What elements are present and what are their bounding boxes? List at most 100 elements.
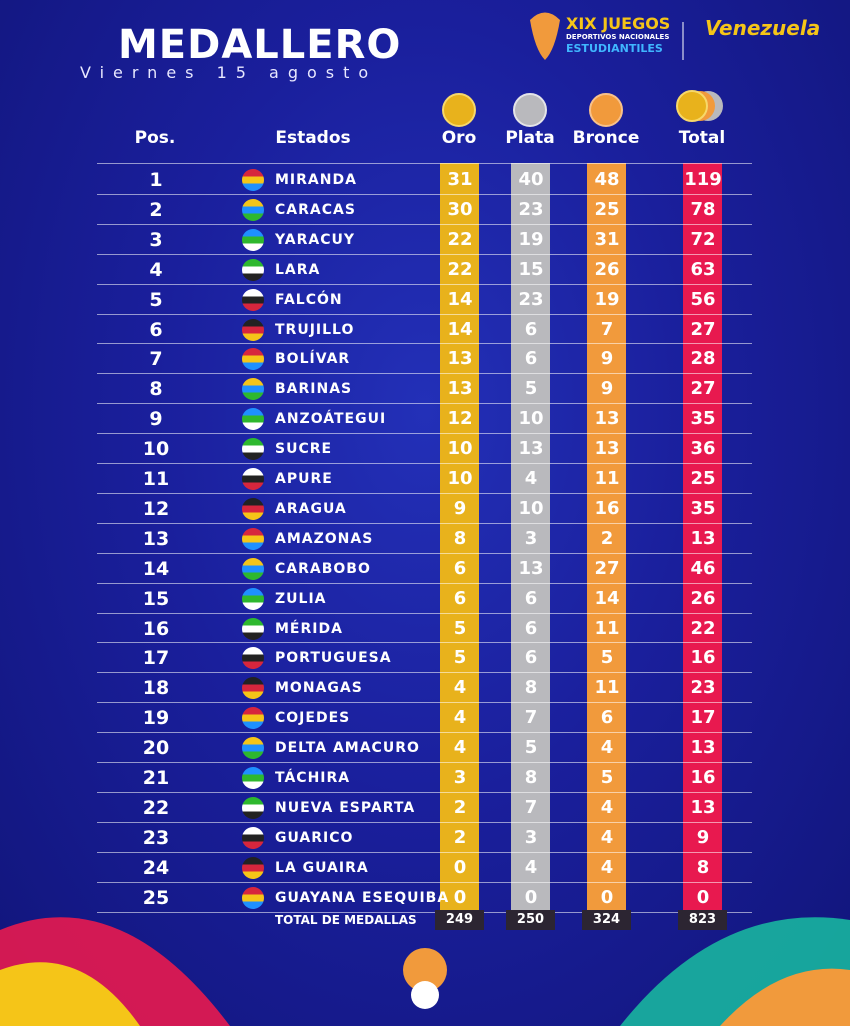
position: 5 xyxy=(149,288,163,311)
state-name: APURE xyxy=(275,471,333,487)
state-name: BOLÍVAR xyxy=(275,351,351,368)
flag xyxy=(242,438,264,461)
column-stripe xyxy=(511,163,550,911)
flag xyxy=(242,497,264,520)
medal-count: 27 xyxy=(690,378,716,400)
medal-count: 28 xyxy=(690,348,716,370)
medal-count: 4 xyxy=(600,796,614,818)
medal-count: 4 xyxy=(524,856,538,878)
row-separator xyxy=(97,911,752,913)
medal-count: 6 xyxy=(524,647,538,669)
state-name: ARAGUA xyxy=(275,500,347,517)
row-separator xyxy=(97,791,752,793)
flag xyxy=(242,647,264,670)
medal-count: 9 xyxy=(696,826,710,848)
flag xyxy=(242,587,264,610)
total-label: TOTAL DE MEDALLAS xyxy=(275,913,417,927)
flag xyxy=(242,288,264,311)
medal-count: 11 xyxy=(594,677,620,699)
state-name: GUARICO xyxy=(275,829,354,846)
medal-count: 4 xyxy=(600,856,614,878)
medal-count: 40 xyxy=(518,169,544,190)
row-separator xyxy=(97,702,752,704)
row-separator xyxy=(97,552,752,554)
position: 21 xyxy=(142,767,170,789)
medal-count: 9 xyxy=(600,378,614,400)
state-name: SUCRE xyxy=(275,441,333,458)
state-name: DELTA AMACURO xyxy=(275,740,420,757)
medal-count: 6 xyxy=(524,318,538,340)
position: 2 xyxy=(149,198,163,221)
medal-count: 13 xyxy=(447,348,473,370)
position: 17 xyxy=(142,647,170,670)
position: 3 xyxy=(149,228,163,251)
flag xyxy=(242,198,264,221)
medal-count: 31 xyxy=(594,228,620,250)
medal-count: 13 xyxy=(690,737,716,759)
flag xyxy=(242,617,264,640)
flag xyxy=(242,767,264,789)
medal-count: 22 xyxy=(447,258,473,280)
medal-count: 72 xyxy=(690,228,716,250)
flag xyxy=(242,228,264,251)
logo-text: XIX JUEGOS xyxy=(566,14,671,33)
medal-count: 119 xyxy=(684,169,722,190)
medal-count: 13 xyxy=(690,796,716,818)
medal-count: 2 xyxy=(600,527,614,549)
position: 13 xyxy=(142,527,170,550)
column-header: Pos. xyxy=(134,128,176,148)
medal-count: 7 xyxy=(524,707,538,729)
medal-count: 5 xyxy=(453,647,467,669)
position: 24 xyxy=(142,856,170,879)
medal-count: 6 xyxy=(524,617,538,639)
row-separator xyxy=(97,373,752,375)
row-separator xyxy=(97,672,752,674)
medal-count: 3 xyxy=(524,826,538,848)
column-stripe xyxy=(440,163,479,911)
state-name: TÁCHIRA xyxy=(275,770,351,786)
medal-count: 4 xyxy=(524,468,538,489)
state-name: CARACAS xyxy=(275,201,356,218)
medal-count: 19 xyxy=(594,288,620,310)
flag xyxy=(242,737,264,760)
medal-count: 10 xyxy=(518,408,544,430)
column-header: Bronce xyxy=(572,128,640,148)
total-count: 249 xyxy=(435,910,484,930)
state-name: MIRANDA xyxy=(275,172,357,188)
total-count: 250 xyxy=(506,910,555,930)
medal-count: 16 xyxy=(690,767,716,788)
flag xyxy=(242,856,264,879)
row-separator xyxy=(97,193,752,195)
position: 4 xyxy=(149,258,163,281)
medal-count: 5 xyxy=(600,767,614,788)
medal-count: 16 xyxy=(690,647,716,669)
state-name: YARACUY xyxy=(275,231,356,248)
position: 25 xyxy=(142,886,170,909)
flag xyxy=(242,378,264,401)
medal-count: 5 xyxy=(524,737,538,759)
column-stripe xyxy=(587,163,626,911)
row-separator xyxy=(97,343,752,345)
medal-count: 22 xyxy=(447,228,473,250)
column-stripe xyxy=(683,163,722,911)
position: 11 xyxy=(142,468,170,490)
medal-count: 9 xyxy=(453,497,467,519)
flag xyxy=(242,258,264,281)
subtitle: Viernes 15 agosto xyxy=(80,63,378,82)
medal-count: 13 xyxy=(594,438,620,460)
medal-count: 25 xyxy=(690,468,716,489)
row-separator xyxy=(97,403,752,405)
row-separator xyxy=(97,851,752,853)
position: 15 xyxy=(142,587,170,610)
medal-count: 10 xyxy=(447,438,473,460)
medal-count: 3 xyxy=(453,767,467,788)
medal-count: 23 xyxy=(690,677,716,699)
medal-count: 8 xyxy=(453,527,467,549)
medal-count: 36 xyxy=(690,438,716,460)
medal-count: 27 xyxy=(690,318,716,340)
state-name: MÉRIDA xyxy=(275,620,343,637)
medal-count: 0 xyxy=(453,856,467,878)
medal-count: 8 xyxy=(696,856,710,878)
medal-count: 9 xyxy=(600,348,614,370)
